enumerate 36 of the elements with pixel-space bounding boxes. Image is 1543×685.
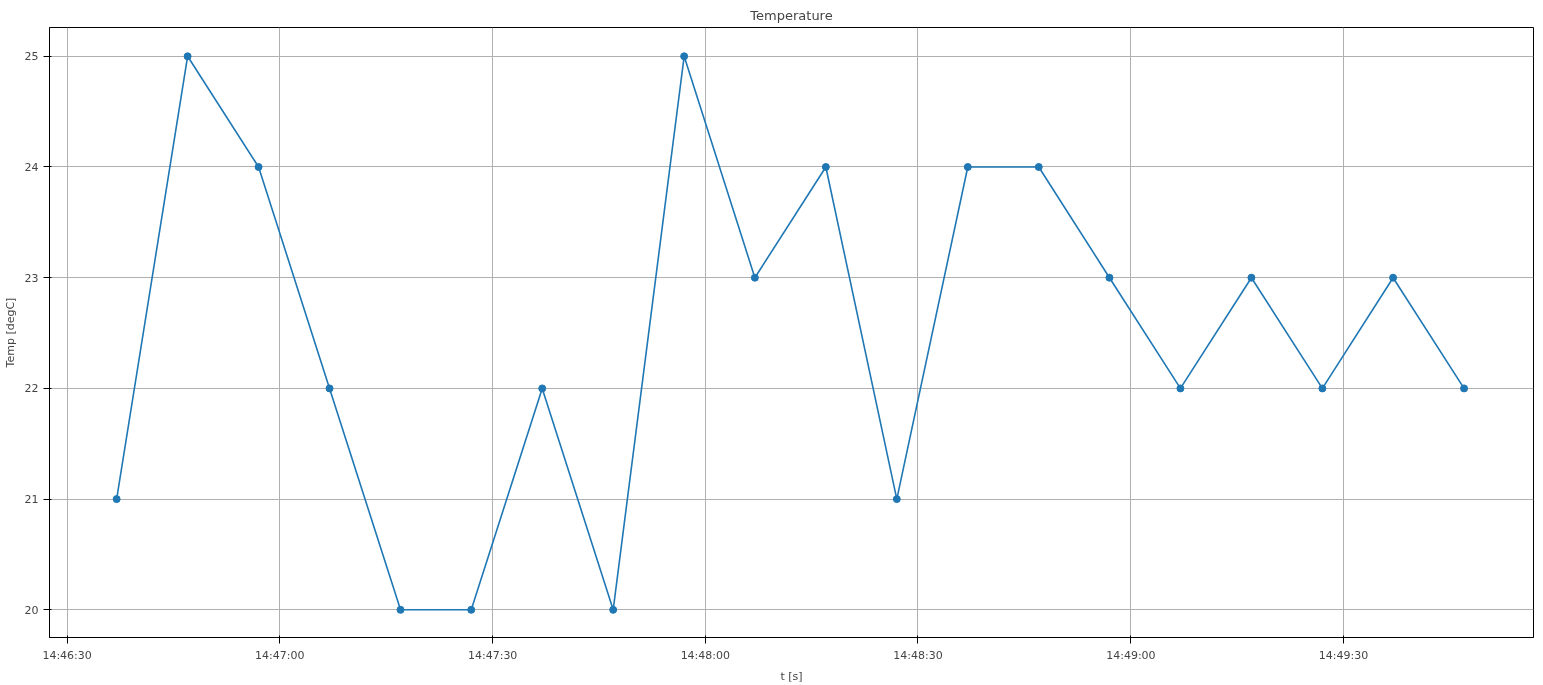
point — [467, 605, 476, 614]
point — [680, 52, 689, 61]
x-axis-title: t [s] — [780, 669, 803, 683]
y-tick-label: 21 — [24, 493, 39, 507]
y-tick-label: 22 — [24, 382, 39, 396]
x-tick-label: 14:47:00 — [255, 648, 305, 662]
y-axis-title: Temp [degC] — [3, 297, 17, 369]
point — [325, 384, 334, 393]
y-tick-label: 24 — [24, 160, 39, 174]
point — [1034, 163, 1043, 171]
point — [1176, 384, 1185, 393]
x-tick-label: 14:48:30 — [893, 648, 943, 662]
point — [1247, 273, 1256, 282]
point — [538, 384, 547, 393]
point — [183, 52, 192, 61]
y-tick-label: 23 — [24, 271, 39, 285]
point — [1460, 384, 1469, 393]
x-tick-label: 14:49:30 — [1318, 648, 1369, 662]
point — [821, 163, 830, 171]
y-tick-label: 25 — [24, 50, 39, 64]
point — [750, 273, 759, 282]
point — [254, 163, 263, 171]
point — [1318, 384, 1327, 393]
point — [396, 605, 405, 614]
point — [963, 163, 972, 171]
chart-title: Temperature — [749, 7, 833, 23]
point — [1389, 273, 1398, 282]
x-tick-label: 14:48:00 — [680, 648, 731, 662]
point — [609, 605, 618, 614]
point — [112, 495, 121, 504]
point — [892, 495, 901, 504]
point — [1105, 273, 1114, 282]
x-tick-label: 14:47:30 — [467, 648, 518, 662]
y-tick-label: 20 — [24, 603, 39, 617]
x-tick-label: 14:49:00 — [1106, 648, 1156, 662]
x-tick-label: 14:46:30 — [42, 648, 92, 662]
